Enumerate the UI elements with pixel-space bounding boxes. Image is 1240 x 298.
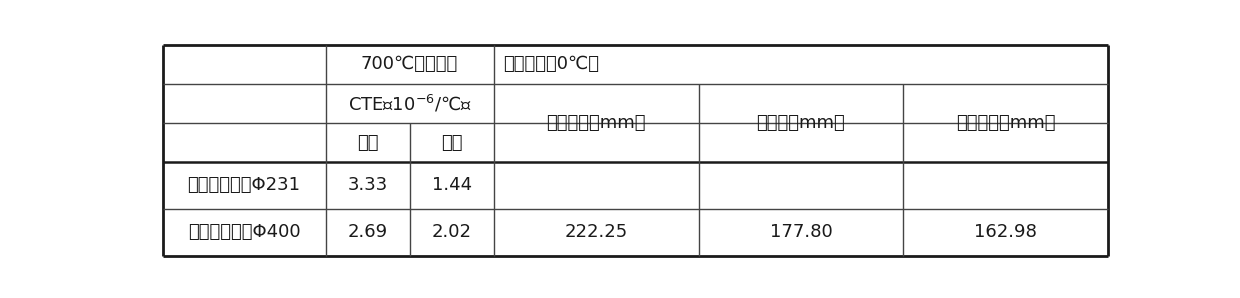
- Text: 2.69: 2.69: [347, 223, 388, 241]
- Text: 222.25: 222.25: [564, 223, 627, 241]
- Text: 半头长（mm）: 半头长（mm）: [756, 114, 846, 132]
- Text: 小端直径（mm）: 小端直径（mm）: [956, 114, 1055, 132]
- Text: 1.44: 1.44: [432, 176, 471, 194]
- Text: 700℃时实测値: 700℃时实测値: [361, 55, 459, 74]
- Text: CTE（$10^{-6}$/℃）: CTE（$10^{-6}$/℃）: [347, 93, 471, 114]
- Text: 162.98: 162.98: [975, 223, 1038, 241]
- Text: 177.80: 177.80: [770, 223, 832, 241]
- Text: 2.02: 2.02: [432, 223, 471, 241]
- Text: 径向: 径向: [357, 134, 378, 152]
- Text: 大端直径（mm）: 大端直径（mm）: [547, 114, 646, 132]
- Text: 轴向: 轴向: [441, 134, 463, 152]
- Text: 3.33: 3.33: [347, 176, 388, 194]
- Text: 常温尺寸（0℃）: 常温尺寸（0℃）: [503, 55, 599, 74]
- Text: 石墨电极接头Φ231: 石墨电极接头Φ231: [187, 176, 300, 194]
- Text: 石墨电极本体Φ400: 石墨电极本体Φ400: [187, 223, 300, 241]
